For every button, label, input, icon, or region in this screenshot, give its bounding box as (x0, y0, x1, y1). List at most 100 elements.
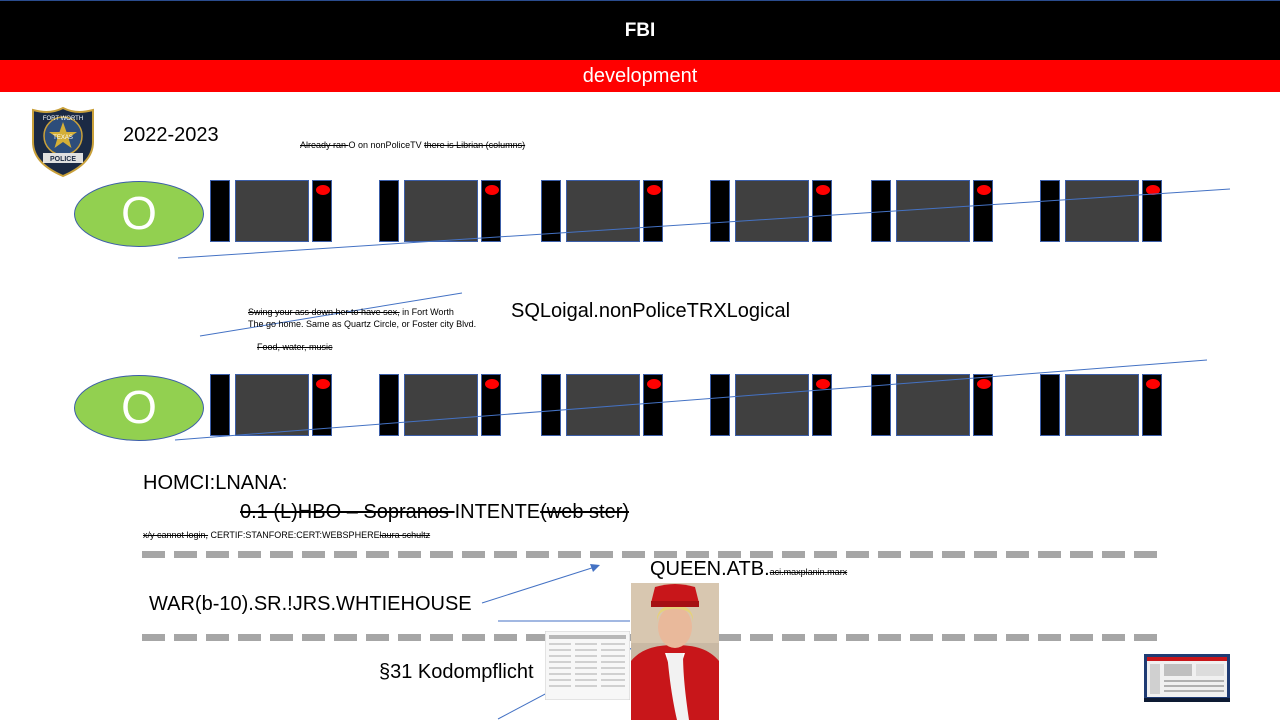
dash-segment (174, 634, 197, 641)
dash-segment (974, 634, 997, 641)
dash-segment (1070, 634, 1093, 641)
wagon-post-right (312, 374, 332, 436)
wagon-post-right (1142, 374, 1162, 436)
wagon-post-left (541, 180, 561, 242)
queen-main: QUEEN.ATB. (650, 558, 770, 580)
wagon-body (1065, 374, 1139, 436)
wagon-post-left (710, 374, 730, 436)
dash-segment (942, 551, 965, 558)
dash-segment (334, 634, 357, 641)
dash-segment (398, 634, 421, 641)
portrait-photo (631, 583, 719, 720)
wagon-6 (1040, 374, 1166, 436)
dash-segment (1102, 634, 1125, 641)
dash-segment (526, 634, 549, 641)
signal-light (816, 379, 830, 389)
dash-segment (814, 634, 837, 641)
homci-label: HOMCI:LNANA: (143, 472, 288, 494)
badge-text-mid: TEXAS (53, 135, 73, 141)
dash-segment (1102, 551, 1125, 558)
wagon-1 (210, 180, 336, 242)
wagon-post-left (871, 180, 891, 242)
wagon-3 (541, 180, 667, 242)
wagon-post-right (643, 180, 663, 242)
subheader-title: development (582, 65, 698, 87)
dash-segment (974, 551, 997, 558)
war-label: WAR(b-10).SR.!JRS.WHTIEHOUSE (149, 593, 472, 615)
dash-segment (654, 551, 677, 558)
wagon-post-right (973, 180, 993, 242)
wagon-post-right (973, 374, 993, 436)
wagon-post-left (871, 374, 891, 436)
dash-segment (494, 551, 517, 558)
dash-segment (238, 634, 261, 641)
year-label: 2022-2023 (123, 124, 219, 146)
note-top: Already ran O on nonPoliceTV there is Li… (300, 140, 525, 150)
cert-plain: CERTIF:STANFORE:CERT:WEBSPHERE (208, 530, 380, 540)
wagon-4 (710, 180, 836, 242)
dash-segment (430, 551, 453, 558)
signal-light (1146, 379, 1160, 389)
wagon-body (896, 180, 970, 242)
dash-segment (686, 551, 709, 558)
wagon-body (235, 374, 309, 436)
wagon-body (404, 374, 478, 436)
wagon-body (735, 180, 809, 242)
wagon-post-left (210, 374, 230, 436)
dash-segment (782, 634, 805, 641)
dash-segment (270, 551, 293, 558)
wagon-post-right (812, 374, 832, 436)
header-bar: FBI (0, 0, 1280, 60)
wagon-post-left (379, 180, 399, 242)
train-1-engine: O (74, 181, 204, 247)
dash-segment (782, 551, 805, 558)
screenshot-thumbnail (1144, 654, 1230, 702)
dash-segment (814, 551, 837, 558)
dash-segment (430, 634, 453, 641)
wagon-post-left (1040, 180, 1060, 242)
dash-segment (1038, 634, 1061, 641)
dash-segment (718, 634, 741, 641)
dash-segment (142, 634, 165, 641)
wagon-post-right (812, 180, 832, 242)
wagon-post-left (710, 180, 730, 242)
dash-segment (750, 634, 773, 641)
hbo-line: 0.1 (L)HBO – Sopranos INTENTE(web ster) (240, 501, 629, 524)
dash-segment (1006, 634, 1029, 641)
dash-segment (1006, 551, 1029, 558)
hbo-struck-2: (web ster) (540, 501, 630, 523)
dash-segment (1038, 551, 1061, 558)
dashed-divider-1 (142, 545, 1166, 558)
wagon-post-right (481, 374, 501, 436)
wagon-1 (210, 374, 336, 436)
war-arrow-head (590, 564, 600, 572)
dash-segment (910, 634, 933, 641)
note-top-struck-b: there is Librian (columns) (424, 140, 526, 150)
wagon-post-right (643, 374, 663, 436)
dash-segment (206, 551, 229, 558)
signal-light (647, 185, 661, 195)
dash-segment (270, 634, 293, 641)
hbo-struck: 0.1 (L)HBO – Sopranos (240, 501, 455, 523)
dash-segment (622, 551, 645, 558)
wagon-body (566, 374, 640, 436)
cert-struck-2: laura schultz (379, 530, 431, 540)
dash-segment (366, 634, 389, 641)
signal-light (977, 185, 991, 195)
wagon-2 (379, 374, 505, 436)
wagon-body (735, 374, 809, 436)
note-mid-line1-plain: in Fort Worth (399, 307, 454, 317)
dash-segment (558, 551, 581, 558)
dash-segment (142, 551, 165, 558)
dash-segment (462, 551, 485, 558)
signal-light (977, 379, 991, 389)
dash-segment (590, 551, 613, 558)
sql-label: SQLoigal.nonPoliceTRXLogical (511, 300, 791, 322)
dash-segment (366, 551, 389, 558)
signal-light (485, 379, 499, 389)
dash-segment (398, 551, 421, 558)
dash-segment (1134, 551, 1157, 558)
dash-segment (846, 634, 869, 641)
dash-segment (174, 551, 197, 558)
train-2-engine: O (74, 375, 204, 441)
